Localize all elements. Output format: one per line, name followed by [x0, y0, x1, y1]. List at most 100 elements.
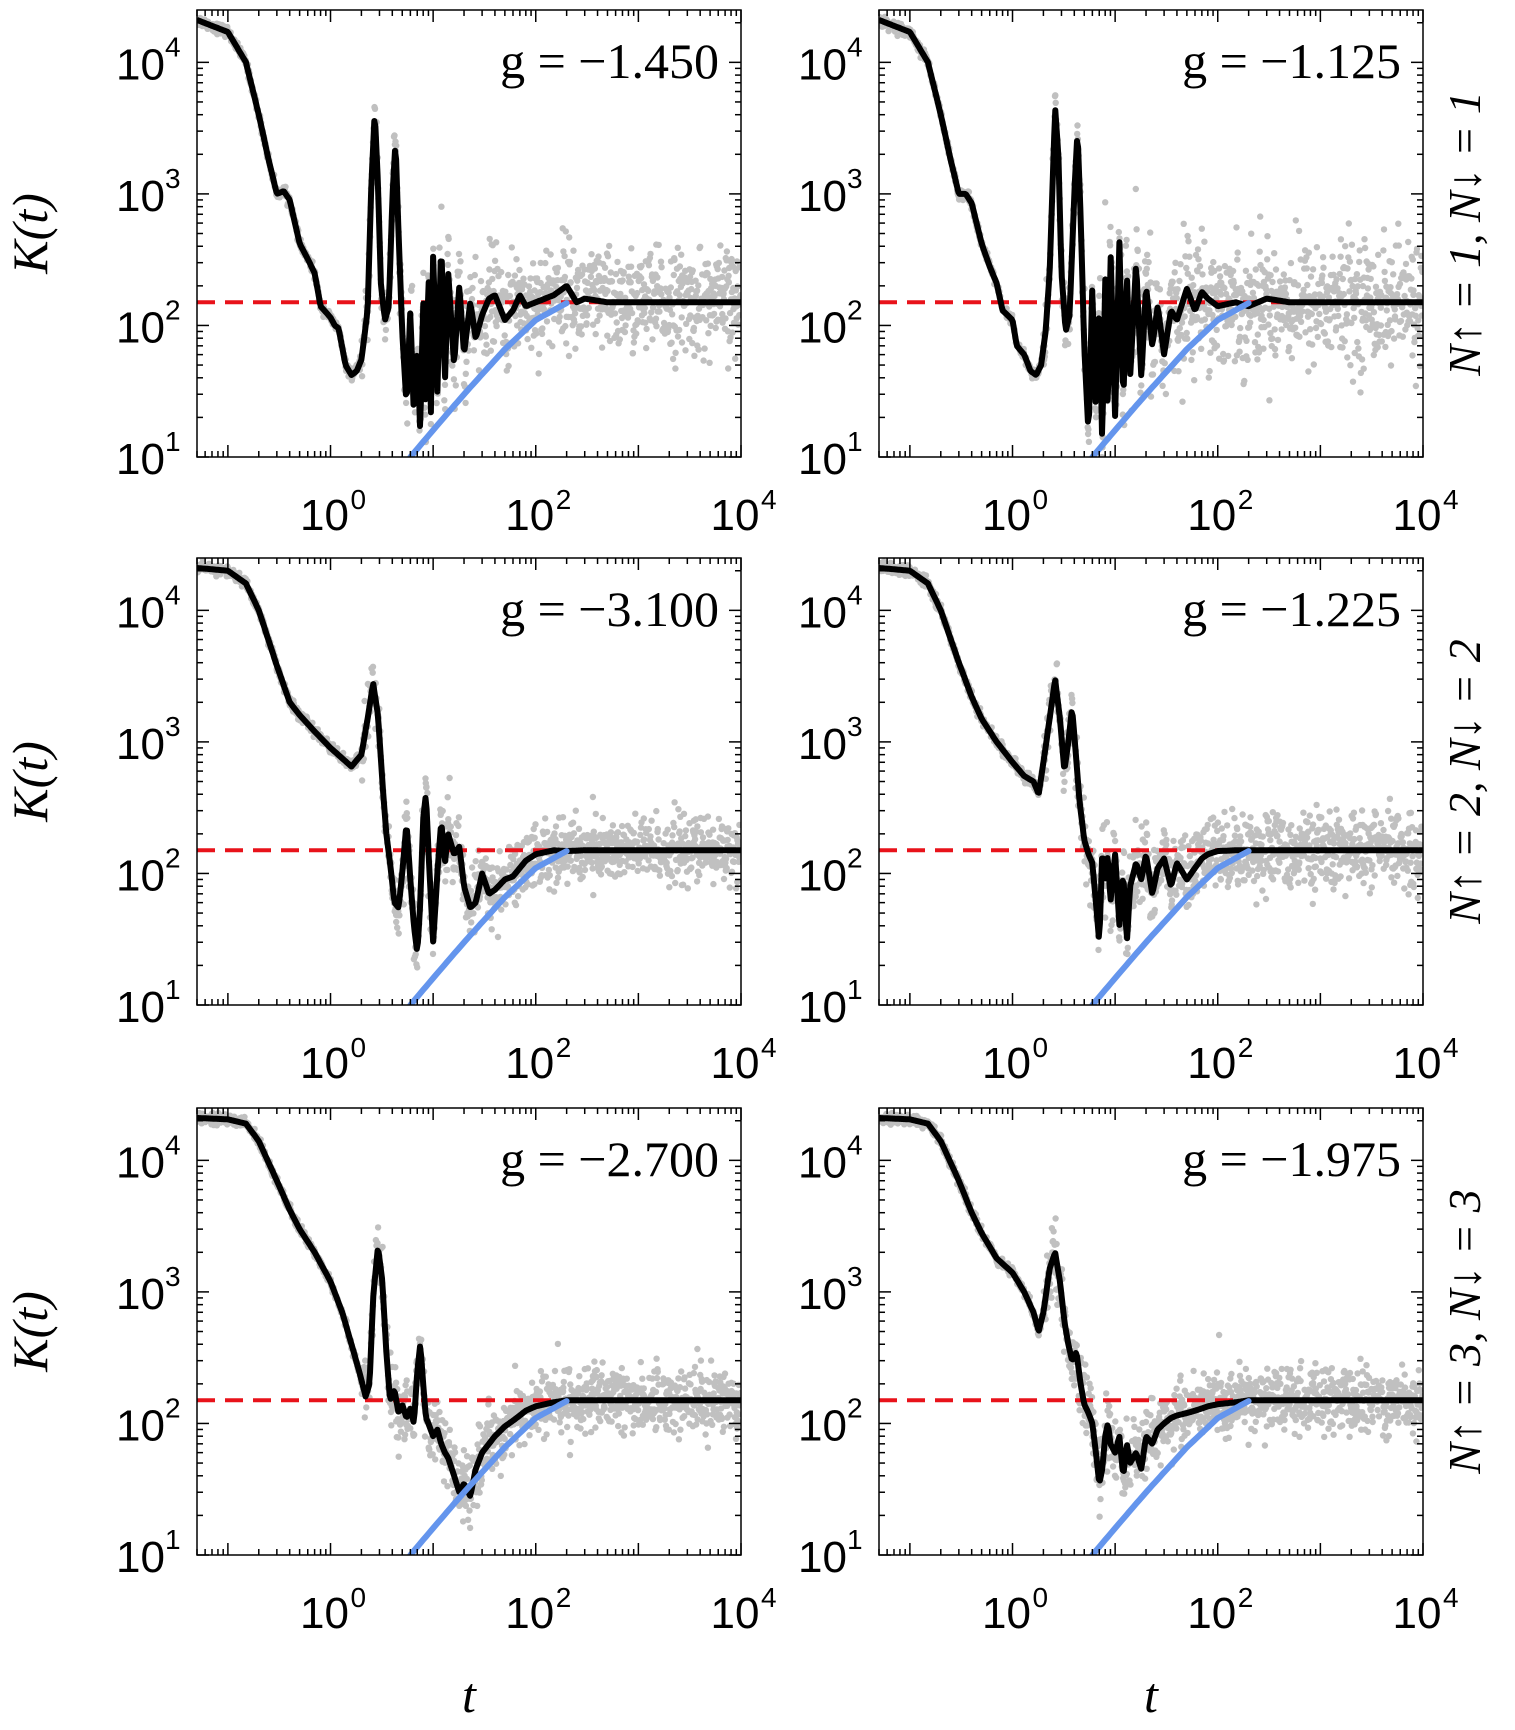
raw-point — [543, 247, 550, 254]
raw-point — [1215, 265, 1223, 272]
raw-point — [1367, 275, 1374, 283]
raw-point — [1386, 317, 1394, 324]
raw-point — [736, 312, 741, 319]
raw-point — [620, 269, 627, 276]
raw-point — [1229, 267, 1237, 275]
raw-point — [612, 270, 620, 278]
raw-point — [655, 241, 662, 249]
raw-point — [436, 244, 443, 251]
raw-point — [482, 333, 489, 340]
raw-point — [1383, 307, 1391, 314]
raw-point — [647, 833, 654, 840]
raw-point — [566, 234, 573, 241]
raw-point — [700, 357, 707, 364]
raw-point — [496, 848, 503, 855]
raw-point — [472, 253, 479, 261]
raw-point — [1266, 312, 1274, 319]
raw-point — [1138, 382, 1145, 389]
raw-point — [736, 840, 741, 848]
raw-point — [653, 323, 660, 330]
raw-point — [1096, 275, 1104, 282]
raw-point — [1361, 236, 1368, 243]
raw-point — [535, 370, 542, 377]
raw-point — [1184, 270, 1192, 277]
raw-point — [567, 857, 574, 864]
raw-point — [452, 832, 460, 839]
raw-point — [579, 873, 586, 881]
raw-point — [1265, 321, 1272, 328]
x-tick-label: 10 — [1187, 491, 1236, 540]
raw-point — [1287, 259, 1295, 267]
raw-point — [706, 359, 713, 366]
raw-point — [573, 284, 581, 291]
raw-point — [1399, 333, 1407, 340]
raw-point — [1242, 267, 1250, 274]
raw-point — [723, 248, 731, 255]
raw-point — [1351, 314, 1358, 321]
raw-point — [1335, 312, 1342, 320]
raw-point — [1132, 185, 1140, 193]
raw-point — [382, 326, 390, 334]
raw-point — [1272, 266, 1280, 273]
y-tick-label: 10 — [116, 40, 165, 89]
raw-point — [420, 269, 427, 276]
raw-point — [1356, 258, 1363, 266]
raw-point — [427, 420, 435, 428]
raw-point — [1279, 303, 1286, 311]
raw-point — [511, 272, 519, 279]
raw-point — [1304, 281, 1311, 289]
raw-point — [559, 814, 567, 821]
raw-point — [1092, 414, 1100, 421]
raw-point — [665, 289, 672, 296]
raw-point — [1184, 232, 1191, 240]
raw-point — [1414, 325, 1421, 332]
raw-point — [645, 857, 652, 864]
raw-point — [1412, 305, 1419, 312]
raw-point — [1296, 333, 1303, 340]
raw-point — [462, 370, 469, 377]
y-tick-label-exp: 1 — [165, 974, 181, 1005]
raw-point — [736, 821, 741, 829]
raw-point — [689, 854, 696, 861]
raw-point — [1305, 249, 1313, 256]
raw-point — [647, 250, 654, 258]
raw-point — [1410, 287, 1417, 294]
raw-point — [688, 864, 695, 871]
raw-point — [477, 277, 485, 285]
raw-point — [1276, 278, 1284, 285]
raw-point — [403, 810, 410, 817]
raw-point — [671, 256, 678, 264]
raw-point — [1328, 343, 1335, 351]
y-tick-label-exp: 2 — [165, 294, 181, 325]
raw-point — [586, 842, 593, 849]
raw-point — [1217, 291, 1225, 298]
raw-point — [494, 933, 502, 941]
raw-point — [1256, 248, 1263, 255]
raw-point — [1415, 317, 1422, 324]
raw-point — [433, 399, 440, 407]
raw-point — [652, 315, 660, 322]
raw-point — [404, 420, 411, 427]
raw-point — [1405, 238, 1412, 246]
raw-point — [1074, 122, 1081, 129]
raw-point — [1344, 265, 1351, 272]
plot-area — [879, 13, 1423, 457]
raw-point — [489, 864, 496, 871]
raw-point — [1381, 277, 1389, 285]
raw-point — [1408, 275, 1415, 282]
y-tick-label-exp: 2 — [847, 294, 863, 325]
raw-point — [1207, 284, 1215, 291]
raw-point — [1370, 309, 1378, 316]
raw-point — [508, 244, 515, 251]
raw-point — [1390, 335, 1398, 342]
raw-point — [439, 807, 446, 815]
raw-point — [1199, 271, 1206, 278]
raw-point — [1093, 407, 1100, 415]
raw-point — [498, 906, 505, 913]
raw-point — [694, 823, 701, 830]
y-axis-label: K(t) — [2, 741, 58, 823]
raw-point — [441, 397, 448, 404]
raw-point — [704, 270, 711, 277]
raw-point — [444, 250, 451, 258]
